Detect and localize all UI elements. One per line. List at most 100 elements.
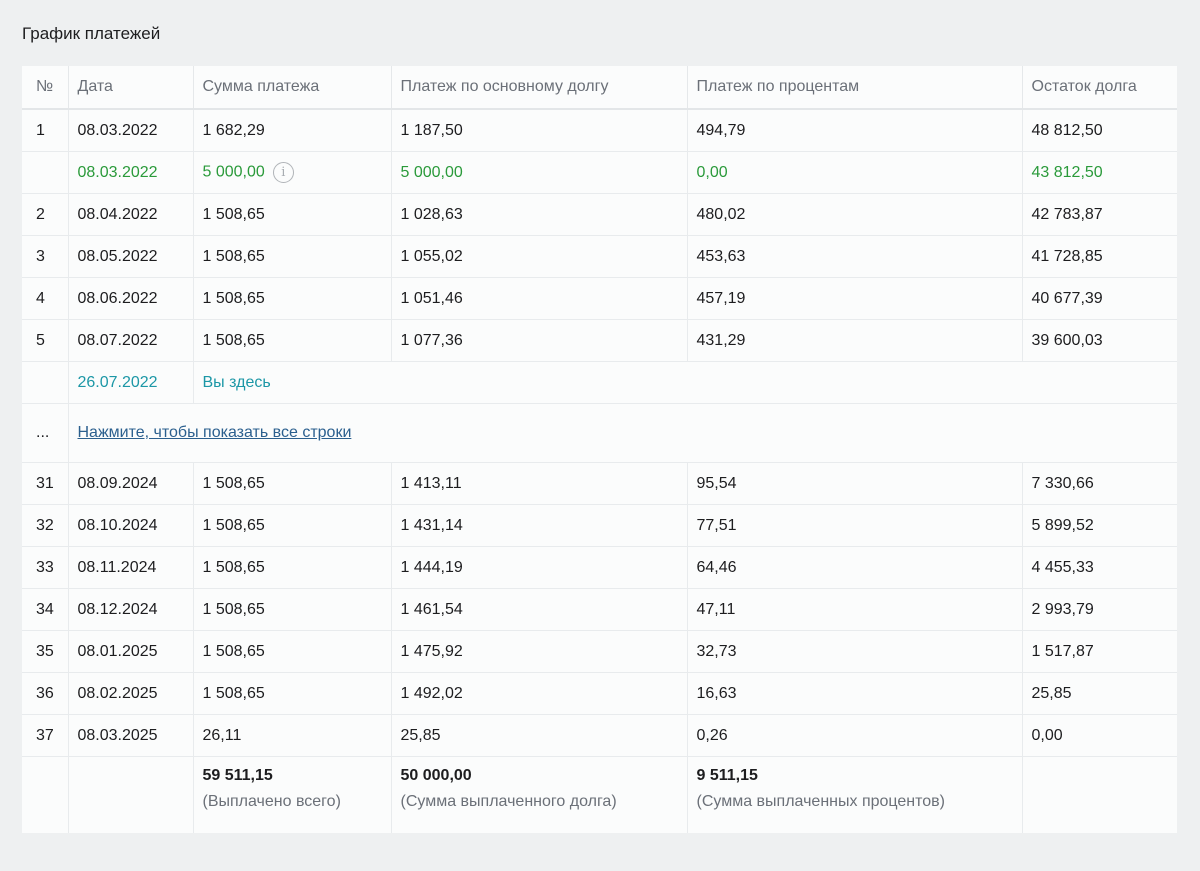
table-row: 35 08.01.2025 1 508,65 1 475,92 32,73 1 … [22, 630, 1177, 673]
row-interest: 95,54 [687, 462, 1023, 505]
total-principal-caption: (Сумма выплаченного долга) [400, 793, 617, 810]
row-interest: 77,51 [687, 504, 1023, 547]
row-number: 34 [22, 588, 69, 631]
row-interest: 47,11 [687, 588, 1023, 631]
info-icon[interactable]: i [272, 162, 294, 183]
table-row: 32 08.10.2024 1 508,65 1 431,14 77,51 5 … [22, 504, 1177, 547]
row-date: 08.12.2024 [68, 588, 194, 631]
row-balance: 2 993,79 [1022, 588, 1177, 631]
row-date: 08.09.2024 [68, 462, 194, 505]
row-number-empty [22, 151, 69, 194]
table-row: 2 08.04.2022 1 508,65 1 028,63 480,02 42… [22, 193, 1177, 236]
early-payment-balance: 43 812,50 [1022, 151, 1177, 194]
current-date: 26.07.2022 [68, 361, 194, 404]
row-balance: 40 677,39 [1022, 277, 1177, 320]
row-balance: 39 600,03 [1022, 319, 1177, 362]
row-sum: 1 682,29 [193, 109, 392, 152]
total-interest-value: 9 511,15 [696, 767, 758, 784]
show-all-rows-link[interactable]: Нажмите, чтобы показать все строки [77, 424, 352, 441]
row-interest: 64,46 [687, 546, 1023, 589]
row-number-empty [22, 361, 69, 404]
table-row: 4 08.06.2022 1 508,65 1 051,46 457,19 40… [22, 277, 1177, 320]
table-row: 3 08.05.2022 1 508,65 1 055,02 453,63 41… [22, 235, 1177, 278]
total-interest: 9 511,15 (Сумма выплаченных процентов) [687, 756, 1023, 833]
row-principal: 1 187,50 [391, 109, 688, 152]
total-paid: 59 511,15 (Выплачено всего) [193, 756, 392, 833]
row-principal: 1 051,46 [391, 277, 688, 320]
you-are-here-label: Вы здесь [193, 361, 391, 404]
row-sum: 1 508,65 [193, 588, 392, 631]
row-date: 08.02.2025 [68, 672, 194, 715]
row-number: 31 [22, 462, 69, 505]
header-payment-sum: Сумма платежа [193, 66, 392, 110]
row-interest: 16,63 [687, 672, 1023, 715]
table-row: 33 08.11.2024 1 508,65 1 444,19 64,46 4 … [22, 546, 1177, 589]
row-sum: 1 508,65 [193, 193, 392, 236]
row-principal: 1 475,92 [391, 630, 688, 673]
current-date-row: 26.07.2022 Вы здесь [22, 361, 1177, 404]
row-interest: 494,79 [687, 109, 1023, 152]
total-principal-value: 50 000,00 [400, 767, 472, 784]
row-principal: 1 055,02 [391, 235, 688, 278]
row-number: 5 [22, 319, 69, 362]
row-number: 35 [22, 630, 69, 673]
table-row: 1 08.03.2022 1 682,29 1 187,50 494,79 48… [22, 109, 1177, 152]
row-date: 08.06.2022 [68, 277, 194, 320]
row-sum: 1 508,65 [193, 277, 392, 320]
row-date: 08.11.2024 [68, 546, 194, 589]
total-principal: 50 000,00 (Сумма выплаченного долга) [391, 756, 688, 833]
row-number: 36 [22, 672, 69, 715]
row-number: 3 [22, 235, 69, 278]
row-sum: 26,11 [193, 714, 392, 757]
early-payment-date: 08.03.2022 [68, 151, 194, 194]
row-sum: 1 508,65 [193, 504, 392, 547]
row-date: 08.04.2022 [68, 193, 194, 236]
row-number: 2 [22, 193, 69, 236]
row-sum: 1 508,65 [193, 672, 392, 715]
row-balance: 5 899,52 [1022, 504, 1177, 547]
early-payment-sum-cell: 5 000,00 i [193, 151, 392, 194]
row-principal: 1 444,19 [391, 546, 688, 589]
page-title: График платежей [22, 24, 161, 43]
header-balance: Остаток долга [1022, 66, 1177, 110]
early-payment-sum: 5 000,00 [202, 163, 265, 181]
row-sum: 1 508,65 [193, 319, 392, 362]
row-number: 4 [22, 277, 69, 320]
row-balance: 1 517,87 [1022, 630, 1177, 673]
row-principal: 1 413,11 [391, 462, 688, 505]
row-balance: 42 783,87 [1022, 193, 1177, 236]
early-payment-principal: 5 000,00 [391, 151, 688, 194]
early-payment-interest: 0,00 [687, 151, 1023, 194]
table-row: 37 08.03.2025 26,11 25,85 0,26 0,00 [22, 714, 1177, 757]
row-interest: 431,29 [687, 319, 1023, 362]
total-interest-caption: (Сумма выплаченных процентов) [696, 793, 946, 810]
row-date: 08.07.2022 [68, 319, 194, 362]
header-date: Дата [68, 66, 194, 110]
row-balance: 41 728,85 [1022, 235, 1177, 278]
row-sum: 1 508,65 [193, 235, 392, 278]
row-principal: 1 077,36 [391, 319, 688, 362]
row-sum: 1 508,65 [193, 546, 392, 589]
row-date: 08.03.2022 [68, 109, 194, 152]
row-date: 08.10.2024 [68, 504, 194, 547]
row-number: 37 [22, 714, 69, 757]
totals-row: 59 511,15 (Выплачено всего) 50 000,00 (С… [22, 756, 1177, 833]
header-principal: Платеж по основному долгу [391, 66, 688, 110]
row-principal: 1 461,54 [391, 588, 688, 631]
row-balance: 7 330,66 [1022, 462, 1177, 505]
table-row: 31 08.09.2024 1 508,65 1 413,11 95,54 7 … [22, 462, 1177, 505]
row-number: 33 [22, 546, 69, 589]
table-row: 5 08.07.2022 1 508,65 1 077,36 431,29 39… [22, 319, 1177, 362]
header-number: № [22, 66, 69, 110]
ellipsis-symbol: ... [22, 403, 69, 463]
row-principal: 1 028,63 [391, 193, 688, 236]
table-row: 34 08.12.2024 1 508,65 1 461,54 47,11 2 … [22, 588, 1177, 631]
row-interest: 0,26 [687, 714, 1023, 757]
row-number: 1 [22, 109, 69, 152]
row-date: 08.03.2025 [68, 714, 194, 757]
total-paid-caption: (Выплачено всего) [202, 793, 341, 810]
row-number: 32 [22, 504, 69, 547]
header-interest: Платеж по процентам [687, 66, 1023, 110]
row-balance: 4 455,33 [1022, 546, 1177, 589]
row-sum: 1 508,65 [193, 630, 392, 673]
